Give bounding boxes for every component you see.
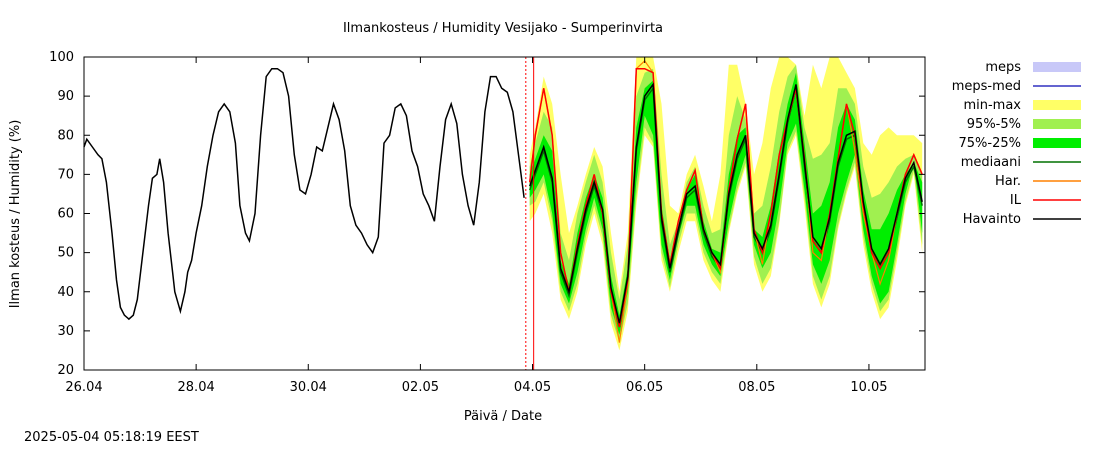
- legend-label: min-max: [963, 98, 1021, 113]
- series-lines: [83, 57, 923, 370]
- legend-label: IL: [1010, 193, 1022, 208]
- chart-title: Ilmankosteus / Humidity Vesijako - Sumpe…: [343, 21, 663, 36]
- y-tick-label: 80: [57, 128, 74, 143]
- y-tick-label: 90: [57, 89, 74, 104]
- y-tick-label: 20: [57, 363, 74, 378]
- x-tick-label: 08.05: [738, 380, 775, 395]
- x-tick-label: 04.05: [514, 380, 551, 395]
- y-tick-label: 60: [57, 207, 74, 222]
- y-tick-label: 30: [57, 324, 74, 339]
- generated-timestamp: 2025-05-04 05:18:19 EEST: [24, 430, 199, 445]
- legend-label: meps: [985, 60, 1021, 75]
- x-tick-label: 30.04: [290, 380, 327, 395]
- legend-label: meps-med: [952, 79, 1021, 94]
- legend-swatch: [1033, 100, 1081, 110]
- axis-ticks: 20 30 40 50 60 70 80 90 100 26.04 28.04 30.04 02.05 0…: [49, 50, 925, 395]
- y-tick-label: 50: [57, 246, 74, 261]
- x-axis-label: Päivä / Date: [464, 409, 542, 424]
- y-tick-label: 70: [57, 167, 74, 182]
- legend-label: Havainto: [963, 212, 1021, 227]
- series-havainto-forecast: [528, 82, 923, 324]
- x-tick-label: 02.05: [402, 380, 439, 395]
- legend-swatch: [1033, 138, 1081, 148]
- legend-label: 95%-5%: [967, 117, 1021, 132]
- legend: meps meps-med min-max 95%-5% 75%-25% mediaani…: [952, 60, 1081, 227]
- series-havainto: [83, 67, 525, 321]
- y-tick-label: 40: [57, 285, 74, 300]
- legend-swatch: [1033, 62, 1081, 72]
- x-tick-label: 28.04: [178, 380, 215, 395]
- legend-swatch: [1033, 119, 1081, 129]
- legend-label: Har.: [995, 174, 1021, 189]
- x-tick-label: 06.05: [626, 380, 663, 395]
- x-tick-label: 10.05: [850, 380, 887, 395]
- legend-label: 75%-25%: [959, 136, 1021, 151]
- legend-label: mediaani: [961, 155, 1021, 170]
- y-tick-label: 100: [49, 50, 74, 65]
- y-axis-label: Ilman kosteus / Humidity (%): [8, 120, 23, 309]
- x-tick-label: 26.04: [65, 380, 102, 395]
